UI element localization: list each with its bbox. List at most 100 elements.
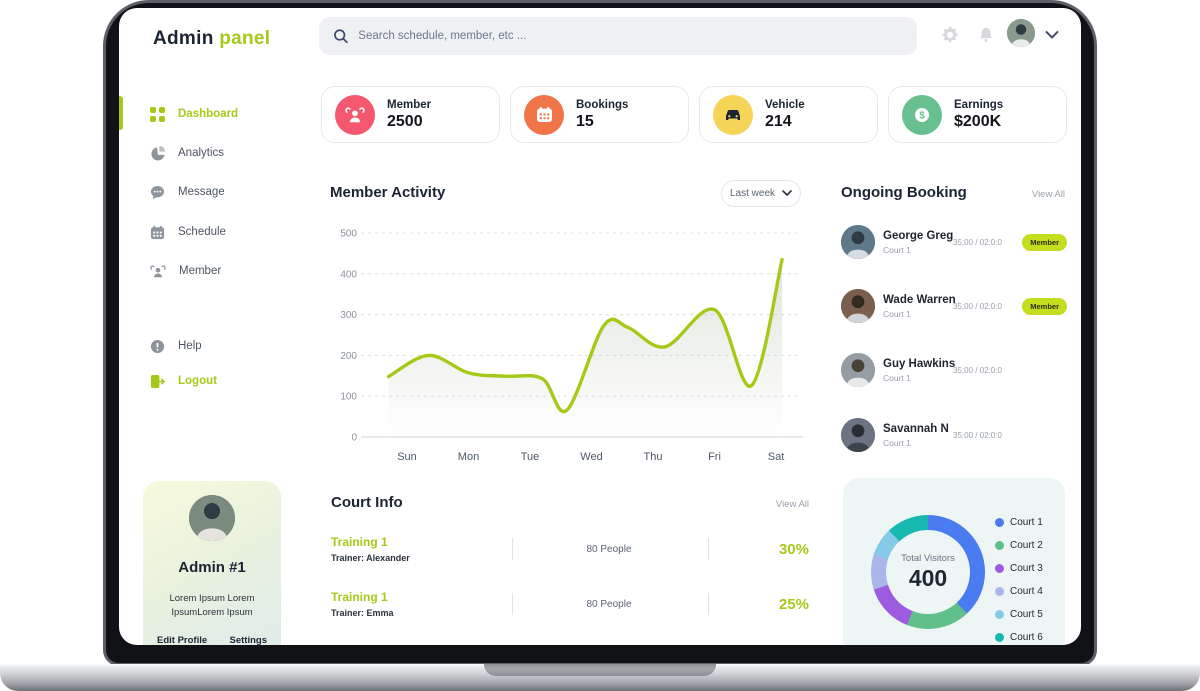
svg-text:$: $ xyxy=(919,110,925,121)
stat-label: Bookings xyxy=(576,98,629,111)
court-info-row: Training 1 Trainer: Emma 80 People 25% xyxy=(331,587,809,621)
trainer-name: Trainer: Emma xyxy=(331,608,394,618)
legend-label: Court 2 xyxy=(1010,540,1043,551)
admin-avatar xyxy=(189,495,235,541)
sidebar-label: Analytics xyxy=(178,147,225,159)
court-info-title: Court Info xyxy=(331,494,403,511)
trainer-name: Trainer: Alexander xyxy=(331,553,410,563)
legend-dot xyxy=(995,541,1004,550)
divider xyxy=(512,593,513,615)
legend-dot xyxy=(995,564,1004,573)
svg-text:Fri: Fri xyxy=(708,451,721,463)
ongoing-booking-title: Ongoing Booking xyxy=(841,184,967,201)
admin-description-line: IpsumLorem Ipsum xyxy=(171,607,253,618)
booking-row[interactable]: Wade Warren Court 1 35:00 / 02:0:0 Membe… xyxy=(841,286,1067,326)
svg-text:300: 300 xyxy=(340,310,357,321)
court-info-view-all-link[interactable]: View All xyxy=(775,499,809,510)
training-name: Training 1 xyxy=(331,590,388,604)
legend-label: Court 5 xyxy=(1010,609,1043,620)
booking-court: Court 1 xyxy=(883,308,911,319)
sidebar-item-analytics[interactable]: Analytics xyxy=(150,141,310,165)
legend-label: Court 1 xyxy=(1010,517,1043,528)
settings-link[interactable]: Settings xyxy=(229,635,267,645)
search-bar[interactable] xyxy=(319,17,917,55)
legend-item: Court 4 xyxy=(995,586,1043,597)
chevron-down-icon xyxy=(782,190,792,196)
donut-center-label: Total Visitors xyxy=(901,552,955,564)
divider xyxy=(708,593,709,615)
svg-text:200: 200 xyxy=(340,351,357,362)
booking-row[interactable]: George Greg Court 1 35:00 / 02:0:0 Membe… xyxy=(841,222,1067,262)
bell-icon[interactable] xyxy=(977,26,995,44)
chat-icon xyxy=(150,185,165,199)
stat-value: 15 xyxy=(576,112,594,130)
member-badge: Member xyxy=(1022,233,1067,251)
sidebar-item-help[interactable]: Help xyxy=(150,334,310,358)
people-count: 80 People xyxy=(586,543,632,555)
logo-part1: Admin xyxy=(153,28,214,49)
svg-text:Sun: Sun xyxy=(397,451,417,463)
booking-court: Court 1 xyxy=(883,372,911,383)
member-activity-title: Member Activity xyxy=(330,184,446,201)
legend-dot xyxy=(995,587,1004,596)
sidebar-item-dashboard[interactable]: Dashboard xyxy=(150,102,310,126)
admin-name: Admin #1 xyxy=(178,559,246,576)
chevron-down-icon[interactable] xyxy=(1045,30,1059,40)
stat-card-member: Member 2500 xyxy=(321,86,500,143)
court-info-row: Training 1 Trainer: Alexander 80 People … xyxy=(331,532,809,566)
gear-icon[interactable] xyxy=(941,26,959,44)
sidebar-item-member[interactable]: Member xyxy=(150,259,310,283)
bookings-stat-circle xyxy=(524,94,564,135)
legend-item: Court 6 xyxy=(995,632,1043,643)
donut-center: Total Visitors 400 xyxy=(886,530,970,614)
stat-card-earnings: $ Earnings $200K xyxy=(888,86,1067,143)
member-stat-circle xyxy=(335,94,375,135)
people-count: 80 People xyxy=(586,598,632,610)
stat-cards: Member 2500 Bookings 15 xyxy=(321,86,1067,143)
range-dropdown[interactable]: Last week xyxy=(721,180,801,207)
svg-text:Thu: Thu xyxy=(644,451,663,463)
screen: Admin panel xyxy=(119,8,1081,645)
booking-name: Wade Warren xyxy=(883,293,956,306)
total-visitors-card: Total Visitors 400 Court 1 Court 2 Court… xyxy=(843,478,1065,645)
user-avatar-photo xyxy=(1007,19,1035,47)
booking-time: 35:00 / 02:0:0 xyxy=(953,365,1002,375)
sidebar-label: Member xyxy=(179,265,222,277)
booking-time: 35:00 / 02:0:0 xyxy=(953,301,1002,311)
legend-item: Court 5 xyxy=(995,609,1043,620)
svg-text:Mon: Mon xyxy=(458,451,479,463)
edit-profile-link[interactable]: Edit Profile xyxy=(157,635,208,645)
search-icon xyxy=(334,29,348,44)
training-name: Training 1 xyxy=(331,535,388,549)
booking-row[interactable]: Guy Hawkins Court 1 35:00 / 02:0:0 xyxy=(841,350,1067,390)
admin-profile-card: Admin #1 Lorem Ipsum Lorem IpsumLorem Ip… xyxy=(143,481,281,645)
grid-icon xyxy=(150,106,165,122)
booking-row[interactable]: Savannah N Court 1 35:00 / 02:0:0 xyxy=(841,415,1067,455)
car-icon xyxy=(726,109,740,120)
booking-name: Guy Hawkins xyxy=(883,357,956,370)
booking-name: George Greg xyxy=(883,229,954,242)
legend-item: Court 1 xyxy=(995,517,1043,528)
range-label: Last week xyxy=(729,188,776,199)
stat-value: $200K xyxy=(954,112,1002,130)
occupancy-percent: 30% xyxy=(778,540,809,558)
sidebar-item-logout[interactable]: Logout xyxy=(150,369,310,393)
booking-court: Court 1 xyxy=(883,244,911,255)
legend-dot xyxy=(995,518,1004,527)
stat-label: Member xyxy=(387,98,432,111)
sidebar-item-schedule[interactable]: Schedule xyxy=(150,220,310,244)
user-avatar[interactable] xyxy=(1007,19,1035,47)
app-logo: Admin panel xyxy=(153,28,270,50)
booking-time: 35:00 / 02:0:0 xyxy=(953,237,1002,247)
sidebar-item-message[interactable]: Message xyxy=(150,180,310,204)
svg-text:Wed: Wed xyxy=(580,451,602,463)
ongoing-view-all-link[interactable]: View All xyxy=(1031,189,1065,200)
sidebar-label: Logout xyxy=(178,375,217,387)
logo-part2: panel xyxy=(219,28,271,49)
search-input[interactable] xyxy=(358,30,903,42)
booking-avatar xyxy=(841,289,875,323)
booking-avatar xyxy=(841,353,875,387)
legend-item: Court 3 xyxy=(995,563,1043,574)
member-badge: Member xyxy=(1022,297,1067,315)
divider xyxy=(708,538,709,560)
